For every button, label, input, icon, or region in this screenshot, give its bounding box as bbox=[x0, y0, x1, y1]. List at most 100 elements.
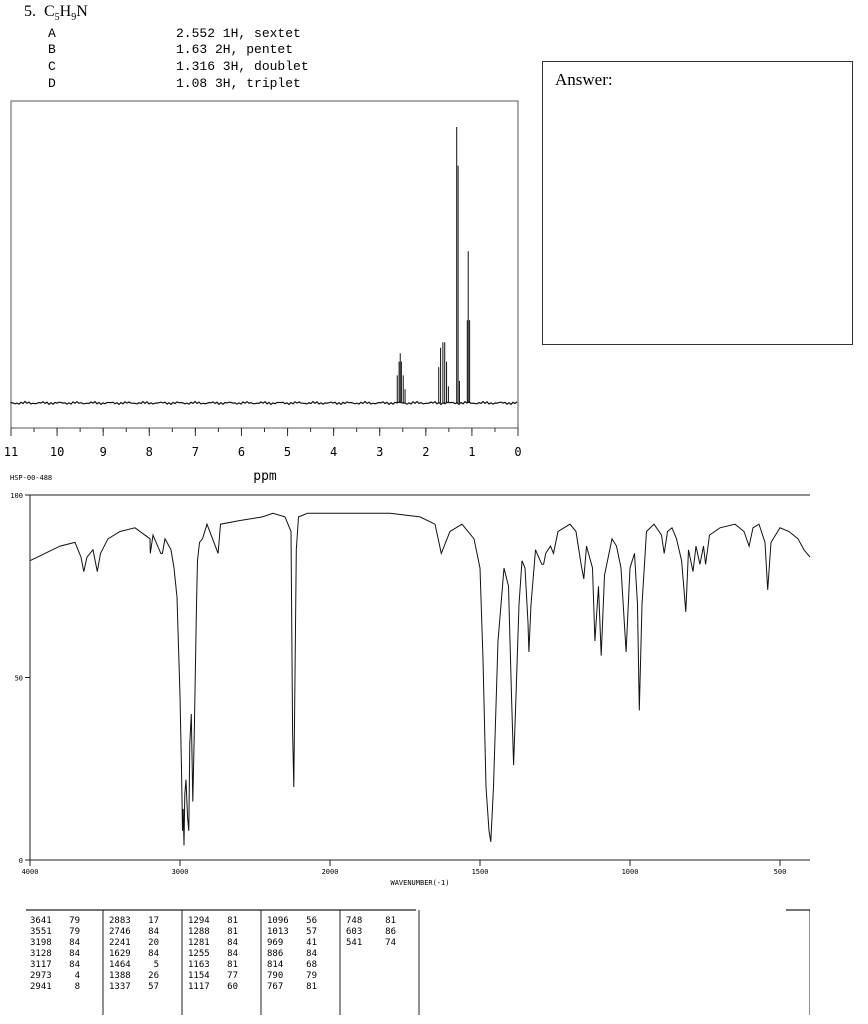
ir-y-tick-label: 50 bbox=[15, 675, 23, 683]
nmr-x-tick-label: 2 bbox=[422, 445, 429, 459]
ir-table-wavenumber: 1629 bbox=[109, 949, 131, 959]
ir-table-transmittance: 79 bbox=[306, 971, 317, 981]
nmr-x-tick-label: 3 bbox=[376, 445, 383, 459]
ir-table-wavenumber: 2241 bbox=[109, 938, 131, 948]
ir-table-wavenumber: 1013 bbox=[267, 927, 289, 937]
question-number: 5. bbox=[24, 3, 36, 20]
ir-table-wavenumber: 1294 bbox=[188, 916, 210, 926]
ir-table-wavenumber: 3551 bbox=[30, 927, 52, 937]
ir-x-tick-label: 2000 bbox=[322, 868, 339, 876]
ir-table-transmittance: 81 bbox=[385, 916, 396, 926]
nmr-x-tick-label: 0 bbox=[514, 445, 521, 459]
ir-table-transmittance: 26 bbox=[148, 971, 159, 981]
ir-x-tick-label: 1000 bbox=[622, 868, 639, 876]
ir-table-wavenumber: 1154 bbox=[188, 971, 210, 981]
ir-table-transmittance: 84 bbox=[227, 938, 238, 948]
nmr-x-tick-label: 9 bbox=[100, 445, 107, 459]
ir-table-wavenumber: 790 bbox=[267, 971, 283, 981]
ir-table-transmittance: 4 bbox=[75, 971, 80, 981]
nmr-x-tick-label: 11 bbox=[4, 445, 18, 459]
ir-table-wavenumber: 603 bbox=[346, 927, 362, 937]
ir-table-transmittance: 81 bbox=[227, 916, 238, 926]
nmr-baseline bbox=[10, 400, 518, 406]
nmr-x-axis-label: ppm bbox=[253, 469, 277, 484]
ir-table-transmittance: 5 bbox=[154, 960, 159, 970]
ir-y-tick-label: 0 bbox=[19, 857, 23, 865]
ir-table-transmittance: 79 bbox=[69, 927, 80, 937]
ir-table-wavenumber: 1163 bbox=[188, 960, 210, 970]
ir-table-transmittance: 81 bbox=[227, 960, 238, 970]
ir-table-wavenumber: 1464 bbox=[109, 960, 131, 970]
ir-table-transmittance: 84 bbox=[69, 949, 80, 959]
ir-spectrum-line bbox=[29, 512, 811, 846]
ir-table-wavenumber: 3128 bbox=[30, 949, 52, 959]
ir-table-wavenumber: 3198 bbox=[30, 938, 52, 948]
peak-row-a: A 2.552 1H, sextet bbox=[48, 26, 301, 41]
ir-table-transmittance: 8 bbox=[75, 982, 80, 992]
ir-table-transmittance: 81 bbox=[306, 982, 317, 992]
ir-table-transmittance: 84 bbox=[69, 960, 80, 970]
ir-table-transmittance: 84 bbox=[306, 949, 317, 959]
ir-table-transmittance: 68 bbox=[306, 960, 317, 970]
ir-peak-table: 3641 79 3551 79 3198 84 3128 84 3117 84 2973 4 2941 8… bbox=[26, 909, 810, 1015]
ir-y-tick-label: 100 bbox=[10, 492, 23, 500]
nmr-x-tick-label: 1 bbox=[468, 445, 475, 459]
nmr-x-axis: 11 10 9 8 7 6 5 4 3 2 1 0 bbox=[4, 428, 522, 459]
nmr-x-tick-label: 8 bbox=[146, 445, 153, 459]
nmr-chart: 11 10 9 8 7 6 5 4 3 2 1 0 ppm bbox=[4, 100, 522, 484]
answer-label: Answer: bbox=[555, 70, 613, 89]
peak-row-c: C 1.316 3H, doublet bbox=[48, 59, 309, 74]
nmr-plot-frame bbox=[10, 100, 519, 429]
ir-table-transmittance: 74 bbox=[385, 938, 396, 948]
nmr-x-tick-label: 6 bbox=[238, 445, 245, 459]
answer-box[interactable]: Answer: bbox=[542, 61, 853, 345]
ir-table-wavenumber: 1281 bbox=[188, 938, 210, 948]
ir-table-transmittance: 56 bbox=[306, 916, 317, 926]
ir-table-transmittance: 79 bbox=[69, 916, 80, 926]
ir-table-transmittance: 86 bbox=[385, 927, 396, 937]
nmr-x-tick-label: 10 bbox=[50, 445, 64, 459]
nmr-x-tick-label: 4 bbox=[330, 445, 337, 459]
ir-table-wavenumber: 2883 bbox=[109, 916, 131, 926]
ir-table-transmittance: 60 bbox=[227, 982, 238, 992]
ir-table-wavenumber: 3117 bbox=[30, 960, 52, 970]
ir-table-transmittance: 84 bbox=[227, 949, 238, 959]
nmr-peaks bbox=[10, 127, 518, 406]
ir-table-transmittance: 84 bbox=[148, 927, 159, 937]
question-title: 5. C5H9N bbox=[24, 3, 88, 23]
ir-x-tick-label: 4000 bbox=[22, 868, 39, 876]
ir-table-wavenumber: 2746 bbox=[109, 927, 131, 937]
ir-table-transmittance: 81 bbox=[227, 927, 238, 937]
ir-table-transmittance: 57 bbox=[148, 982, 159, 992]
ir-table-wavenumber: 1096 bbox=[267, 916, 289, 926]
ir-table-wavenumber: 886 bbox=[267, 949, 283, 959]
ir-table-wavenumber: 2941 bbox=[30, 982, 52, 992]
ir-table-wavenumber: 814 bbox=[267, 960, 283, 970]
ir-x-tick-label: 3000 bbox=[172, 868, 189, 876]
nmr-x-tick-label: 5 bbox=[284, 445, 291, 459]
ir-table-wavenumber: 748 bbox=[346, 916, 362, 926]
ir-table-transmittance: 57 bbox=[306, 927, 317, 937]
ir-chart: HSP-00-488 4000 3000 2000 1500 1000 500100500… bbox=[10, 474, 811, 887]
ir-table-wavenumber: 541 bbox=[346, 938, 362, 948]
molecular-formula: C5H9N bbox=[44, 3, 88, 24]
ir-table-transmittance: 84 bbox=[148, 949, 159, 959]
ir-x-tick-label: 1500 bbox=[472, 868, 489, 876]
ir-x-tick-label: 500 bbox=[774, 868, 787, 876]
ir-table-wavenumber: 2973 bbox=[30, 971, 52, 981]
ir-table-transmittance: 20 bbox=[148, 938, 159, 948]
ir-table-wavenumber: 767 bbox=[267, 982, 283, 992]
ir-table-transmittance: 41 bbox=[306, 938, 317, 948]
ir-table-transmittance: 84 bbox=[69, 938, 80, 948]
ir-source-label: HSP-00-488 bbox=[10, 474, 52, 482]
ir-x-axis-label: WAVENUMBER(-1) bbox=[390, 879, 449, 887]
ir-table-wavenumber: 1337 bbox=[109, 982, 131, 992]
peak-row-b: B 1.63 2H, pentet bbox=[48, 42, 294, 57]
ir-table-wavenumber: 969 bbox=[267, 938, 283, 948]
ir-table-wavenumber: 1288 bbox=[188, 927, 210, 937]
ir-table-wavenumber: 1388 bbox=[109, 971, 131, 981]
nmr-x-tick-label: 7 bbox=[192, 445, 199, 459]
ir-table-transmittance: 17 bbox=[148, 916, 159, 926]
ir-table-wavenumber: 1117 bbox=[188, 982, 210, 992]
